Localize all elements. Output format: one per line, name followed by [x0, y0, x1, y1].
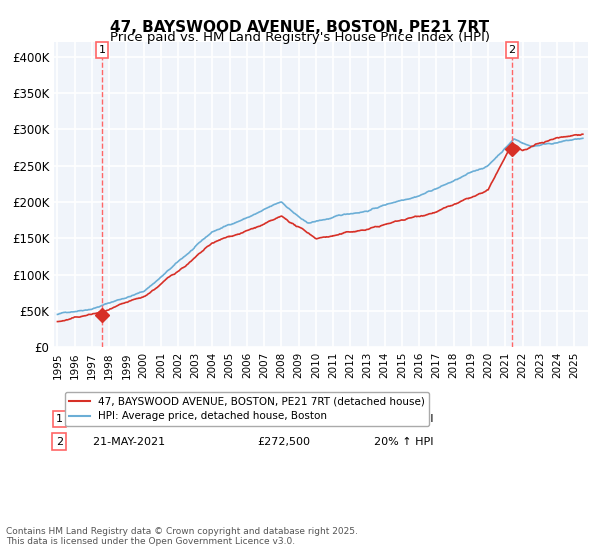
Text: Price paid vs. HM Land Registry's House Price Index (HPI): Price paid vs. HM Land Registry's House …	[110, 31, 490, 44]
Text: Contains HM Land Registry data © Crown copyright and database right 2025.
This d: Contains HM Land Registry data © Crown c…	[6, 526, 358, 546]
Text: 23% ↓ HPI: 23% ↓ HPI	[374, 414, 434, 424]
Text: 01-AUG-1997: 01-AUG-1997	[86, 414, 167, 424]
Text: 47, BAYSWOOD AVENUE, BOSTON, PE21 7RT: 47, BAYSWOOD AVENUE, BOSTON, PE21 7RT	[110, 20, 490, 35]
Text: 21-MAY-2021: 21-MAY-2021	[86, 437, 165, 447]
Legend: 47, BAYSWOOD AVENUE, BOSTON, PE21 7RT (detached house), HPI: Average price, deta: 47, BAYSWOOD AVENUE, BOSTON, PE21 7RT (d…	[65, 392, 429, 426]
Text: £44,500: £44,500	[257, 414, 303, 424]
Text: 1: 1	[98, 45, 106, 55]
Text: £272,500: £272,500	[257, 437, 310, 447]
Text: 2: 2	[56, 437, 63, 447]
Text: 2: 2	[508, 45, 515, 55]
Text: 1: 1	[56, 414, 63, 424]
Text: 20% ↑ HPI: 20% ↑ HPI	[374, 437, 434, 447]
